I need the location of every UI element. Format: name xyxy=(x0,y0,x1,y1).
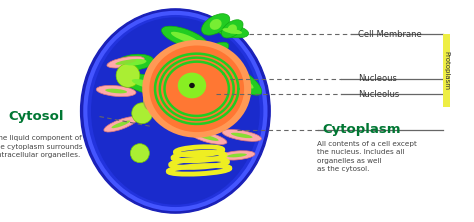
Ellipse shape xyxy=(107,56,144,68)
Text: All contents of a cell except
the nucleus. Includes all
organelles as well
as th: All contents of a cell except the nucleu… xyxy=(317,141,417,172)
Ellipse shape xyxy=(171,32,199,44)
Ellipse shape xyxy=(162,26,208,49)
Text: Protoplasm: Protoplasm xyxy=(444,51,449,90)
Ellipse shape xyxy=(222,129,261,141)
Ellipse shape xyxy=(130,144,149,163)
Ellipse shape xyxy=(116,64,140,87)
Ellipse shape xyxy=(197,48,220,63)
Ellipse shape xyxy=(91,17,260,205)
Ellipse shape xyxy=(179,123,200,129)
Ellipse shape xyxy=(216,96,239,108)
Text: The liquid component of
the cytoplasm surrounds
intracellular organelles.: The liquid component of the cytoplasm su… xyxy=(0,135,83,159)
Ellipse shape xyxy=(116,54,154,70)
Ellipse shape xyxy=(189,83,195,88)
Text: Cytosol: Cytosol xyxy=(9,110,64,123)
Ellipse shape xyxy=(216,24,249,38)
Ellipse shape xyxy=(104,117,138,132)
Ellipse shape xyxy=(219,151,255,160)
Ellipse shape xyxy=(228,24,237,33)
Bar xyxy=(443,34,450,107)
Text: Cell Membrane: Cell Membrane xyxy=(358,30,421,39)
Ellipse shape xyxy=(85,13,265,209)
Ellipse shape xyxy=(201,14,230,35)
Ellipse shape xyxy=(124,59,146,65)
Ellipse shape xyxy=(230,71,254,89)
Ellipse shape xyxy=(149,46,244,132)
Ellipse shape xyxy=(163,120,186,126)
Ellipse shape xyxy=(221,20,243,38)
Ellipse shape xyxy=(158,73,174,87)
Ellipse shape xyxy=(143,94,151,110)
Ellipse shape xyxy=(222,28,242,34)
Ellipse shape xyxy=(132,79,162,90)
Text: Cytoplasm: Cytoplasm xyxy=(322,123,401,136)
Ellipse shape xyxy=(231,133,253,138)
Text: Nucleolus: Nucleolus xyxy=(358,90,399,99)
Ellipse shape xyxy=(189,42,228,69)
Ellipse shape xyxy=(199,134,219,141)
Ellipse shape xyxy=(111,121,130,128)
Ellipse shape xyxy=(115,59,136,65)
Ellipse shape xyxy=(190,131,227,145)
Ellipse shape xyxy=(227,153,247,157)
Ellipse shape xyxy=(105,89,127,93)
Ellipse shape xyxy=(178,73,206,98)
Ellipse shape xyxy=(81,9,270,213)
Text: Nucleous: Nucleous xyxy=(358,74,397,83)
Ellipse shape xyxy=(210,19,222,30)
Ellipse shape xyxy=(208,91,247,113)
Ellipse shape xyxy=(142,40,251,138)
Ellipse shape xyxy=(222,65,262,95)
Ellipse shape xyxy=(132,103,153,124)
Ellipse shape xyxy=(122,73,172,95)
Ellipse shape xyxy=(96,85,136,97)
